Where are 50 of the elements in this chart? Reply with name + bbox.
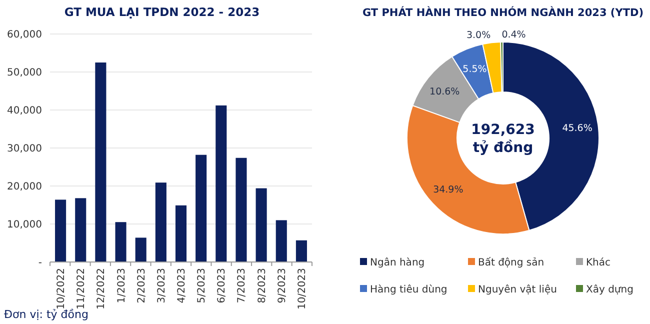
y-tick-label: 30,000 [7, 144, 42, 154]
text: Đơn vị: tỷ đồng [4, 308, 88, 321]
x-tick-label: 10/2022 [56, 268, 68, 310]
x-tick-label: 5/2023 [196, 268, 208, 304]
x-tick-label: 4/2023 [176, 268, 188, 304]
bar [296, 240, 307, 262]
chart-title: GT MUA LẠI TPDN 2022 - 2023 [64, 5, 260, 19]
data-label: 0.4% [502, 29, 526, 40]
data-label: 10.6% [430, 86, 460, 98]
y-tick-label: 10,000 [7, 220, 42, 230]
data-label: 5.5% [462, 64, 487, 75]
y-tick-label: - [38, 258, 42, 268]
legend-label: Nguyên vật liệu [478, 284, 557, 296]
text: tỷ đồng [472, 138, 534, 156]
bar [276, 220, 287, 262]
bar [216, 105, 227, 262]
y-tick-label: 60,000 [7, 30, 42, 40]
legend-label: Khác [586, 258, 611, 268]
y-tick-label: 40,000 [7, 106, 42, 116]
x-tick-label: 1/2023 [116, 268, 128, 304]
x-tick-label: 10/2023 [296, 268, 308, 310]
bar [115, 222, 126, 262]
bar [155, 182, 166, 262]
x-tick-label: 7/2023 [236, 268, 248, 304]
x-tick-label: 3/2023 [156, 268, 168, 304]
bar [95, 62, 106, 262]
text: 192,623 [471, 122, 535, 138]
legend-label: Bất động sản [478, 256, 544, 268]
data-label: 34.9% [433, 184, 464, 196]
bar [175, 205, 187, 262]
bar [75, 198, 86, 262]
bar [196, 154, 207, 262]
bar [236, 158, 247, 262]
legend-label: Xây dựng [586, 284, 634, 296]
y-tick-label: 20,000 [7, 182, 42, 192]
x-tick-label: 6/2023 [216, 268, 228, 304]
x-tick-label: 8/2023 [256, 268, 268, 304]
x-tick-label: 12/2022 [96, 268, 108, 310]
bar [135, 238, 146, 262]
data-label: 3.0% [466, 30, 491, 42]
bar [55, 200, 66, 262]
x-tick-label: 11/2022 [76, 268, 88, 310]
y-tick-label: 50,000 [7, 68, 42, 78]
legend-label: Hàng tiêu dùng [370, 284, 448, 296]
x-tick-label: 2/2023 [136, 268, 148, 304]
chart-title: GT PHÁT HÀNH THEO NHÓM NGÀNH 2023 (YTD) [362, 6, 644, 19]
bar [256, 188, 267, 262]
legend-label: Ngân hàng [370, 258, 425, 268]
data-label: 45.6% [562, 122, 592, 134]
x-tick-label: 9/2023 [276, 268, 288, 304]
